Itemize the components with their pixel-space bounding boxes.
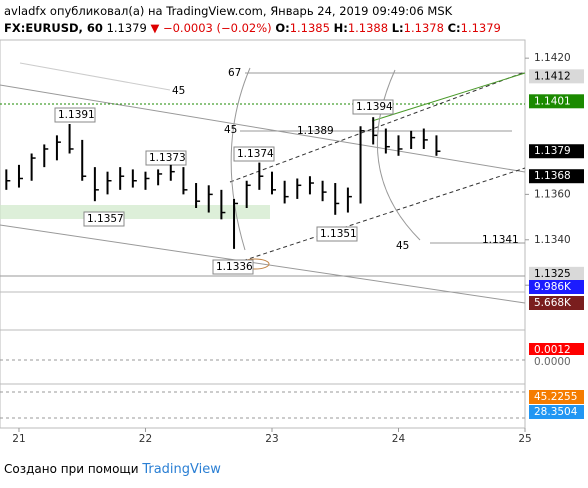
price-label: 1.1412	[534, 70, 571, 82]
c-key: C:	[447, 21, 461, 35]
annotation: 45	[396, 240, 409, 252]
trend-line	[0, 84, 526, 173]
price-label-box	[529, 94, 584, 109]
channel	[229, 167, 526, 266]
ann-box	[316, 226, 358, 242]
chart: 1.1391 1.1373 1.1357 1.1374 1.1336 1.139…	[0, 39, 584, 445]
price-label: 1.1368	[534, 170, 571, 182]
indicator-label: 0.0012	[534, 344, 571, 356]
indicator-label: 5.668K	[534, 297, 572, 309]
ann-box	[212, 259, 254, 275]
annotations	[54, 99, 394, 275]
indicator-box	[529, 390, 584, 404]
annotation: 1.1341	[482, 234, 519, 246]
annotation: 1.1374	[237, 148, 274, 160]
ann-box	[83, 211, 125, 227]
arc	[376, 69, 421, 241]
l-val: 1.1378	[403, 21, 444, 35]
indicator-label: 28.3504	[534, 406, 578, 418]
annotation-texts: 1.1391 1.1373 1.1357 1.1374 1.1336 1.139…	[58, 67, 519, 273]
indicator-box	[529, 296, 584, 310]
indicator-label: 0.0000	[534, 356, 571, 368]
x-tick-label: 21	[12, 433, 25, 445]
l-key: L:	[391, 21, 404, 35]
price-label-box	[529, 69, 584, 84]
price-label-box	[529, 144, 584, 159]
indicator-box	[529, 343, 584, 357]
y-tick-label: 1.1420	[534, 52, 571, 64]
annotation: 1.1391	[58, 109, 95, 121]
o-val: 1.1385	[289, 21, 330, 35]
annotation: 1.1394	[356, 101, 393, 113]
annotation: 67	[228, 67, 241, 79]
symbol-line: FX:EURUSD, 60 1.1379 ▼ −0.0003 (−0.02%) …	[4, 20, 501, 37]
annotation: 45	[172, 85, 185, 97]
h-val: 1.1388	[347, 21, 389, 35]
zone	[0, 205, 270, 219]
x-tick-label: 24	[392, 433, 406, 445]
channel	[371, 72, 526, 122]
annotation: 1.1373	[149, 152, 186, 164]
annotation: 45	[224, 124, 237, 136]
header: avladfx опубликовал(а) на TradingView.co…	[4, 3, 501, 37]
indicator-label: 45.2255	[534, 391, 577, 403]
x-tick-label: 25	[518, 433, 531, 445]
price-label: 1.1379	[534, 145, 571, 157]
drawings	[0, 39, 526, 429]
ann-box	[233, 146, 275, 162]
ann-box	[54, 107, 96, 123]
x-tick-label: 22	[139, 433, 152, 445]
ann-box	[145, 150, 187, 166]
annotation: 1.1389	[297, 125, 334, 137]
annotation: 1.1336	[216, 261, 253, 273]
annotation: 1.1351	[320, 228, 357, 240]
annotation: 1.1357	[87, 213, 124, 225]
made-with: Создано при помощи	[4, 462, 139, 476]
price-label-box	[529, 169, 584, 184]
y-tick-label: 1.1340	[534, 234, 571, 246]
frame	[0, 39, 526, 429]
footer: Создано при помощи TradingView	[4, 462, 221, 477]
x-tick-label: 23	[265, 433, 278, 445]
indicator-label: 9.986K	[534, 281, 572, 293]
y-tick-label: 1.1360	[534, 188, 571, 200]
trend-line	[0, 224, 526, 304]
author-line: avladfx опубликовал(а) на TradingView.co…	[4, 4, 453, 18]
brand[interactable]: TradingView	[142, 462, 221, 477]
ann-box	[352, 99, 394, 115]
channel	[229, 71, 526, 183]
price-label: 1.1401	[534, 95, 571, 107]
symbol: FX:EURUSD, 60	[4, 21, 103, 35]
indicator-box	[529, 355, 584, 369]
o-key: O:	[275, 21, 290, 35]
indicator-box	[529, 405, 584, 419]
c-val: 1.1379	[460, 21, 501, 35]
price-label-box	[529, 266, 584, 281]
trend-line	[19, 62, 171, 91]
last: 1.1379	[106, 21, 147, 35]
change: ▼ −0.0003 (−0.02%)	[150, 21, 272, 35]
h-key: H:	[333, 21, 348, 35]
indicator-box	[529, 280, 584, 294]
arc	[230, 67, 251, 251]
price-label: 1.1325	[534, 268, 571, 280]
